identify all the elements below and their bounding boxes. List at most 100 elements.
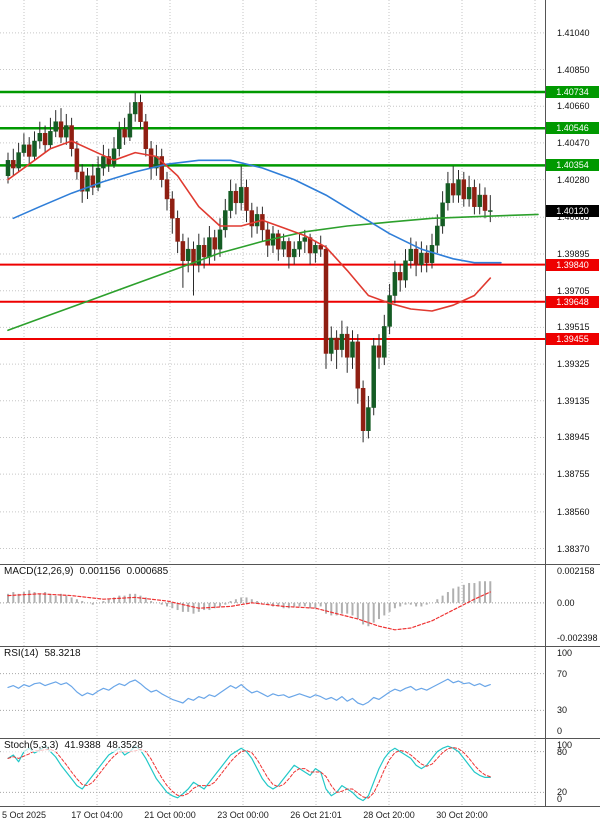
stoch-signal-line (7, 747, 491, 799)
candle-body (249, 210, 255, 227)
ma-green-line (7, 213, 539, 332)
candle-body (106, 156, 111, 165)
candle-body (32, 140, 37, 157)
candle-body (148, 148, 154, 169)
candle-body (201, 245, 207, 258)
candle-body (403, 260, 408, 281)
candle-body (302, 237, 308, 242)
rsi-label: RSI(14) (4, 648, 39, 659)
stoch-label: Stoch(5,3,3) (4, 740, 59, 751)
candle-body (329, 337, 334, 354)
candle-body (138, 102, 143, 122)
candle-body (260, 214, 265, 231)
candle-body (419, 252, 424, 265)
ma-blue-line (12, 159, 502, 264)
candle-body (286, 241, 292, 258)
candle-body (429, 245, 435, 263)
rsi-value: 58.3218 (44, 648, 81, 659)
candle-body (456, 179, 461, 196)
candle-body (397, 272, 403, 281)
candle-body (164, 179, 170, 200)
candle-body (159, 156, 164, 180)
candle-body (477, 194, 482, 207)
candle-body (323, 248, 329, 354)
candle-body (482, 194, 488, 211)
candle-body (376, 345, 382, 358)
candle-body (238, 187, 244, 204)
candle-body (95, 167, 101, 188)
candle-body (233, 190, 239, 204)
candle-body (297, 241, 302, 250)
candle-body (217, 229, 223, 250)
candle-body (472, 187, 477, 207)
stoch-main-line (7, 745, 491, 802)
candle-body (196, 245, 202, 265)
candle-body (180, 241, 186, 262)
candle-body (101, 156, 106, 169)
candle-body (366, 407, 371, 431)
candle-body (392, 272, 398, 296)
candle-body (350, 341, 355, 358)
candle-body (90, 175, 96, 188)
candle-body (143, 121, 149, 149)
candle-body (223, 210, 228, 231)
candle-body (85, 175, 90, 192)
candle-body (53, 121, 58, 132)
candle-body (5, 160, 11, 177)
ma-red-line (7, 140, 492, 312)
candle-body (175, 218, 180, 242)
candle-body (387, 295, 392, 327)
candle-body (64, 125, 69, 138)
candle-body (461, 179, 467, 200)
rsi-line (7, 678, 491, 706)
candle-body (58, 121, 64, 138)
candle-body (408, 248, 414, 262)
candle-body (228, 190, 233, 211)
candle-body (466, 187, 472, 200)
macd-value-signal: 0.000685 (126, 566, 169, 577)
candle-body (276, 233, 281, 250)
candle-body (440, 202, 445, 227)
candle-body (69, 125, 74, 149)
candle-body (445, 183, 451, 204)
candle-body (435, 225, 440, 246)
candle-body (488, 210, 493, 212)
candle-body (132, 102, 138, 115)
candle-body (16, 152, 21, 169)
macd-legend: MACD(12,26,9) 0.001156 0.000685 (2, 566, 171, 578)
macd-signal-line (7, 591, 491, 631)
stoch-legend: Stoch(5,3,3) 41.9388 48.3528 (2, 740, 145, 752)
candle-body (281, 241, 286, 250)
candle-body (127, 113, 133, 138)
candle-body (26, 144, 32, 157)
candle-body (122, 129, 127, 138)
candle-body (42, 133, 48, 146)
candle-body (170, 198, 175, 219)
candle-body (344, 333, 350, 358)
candle-body (244, 187, 249, 211)
candle-body (291, 248, 297, 258)
candle-body (191, 248, 196, 265)
candle-body (424, 252, 429, 263)
macd-value-main: 0.001156 (79, 566, 121, 577)
candle-body (11, 160, 16, 169)
candle-body (79, 171, 85, 192)
candle-body (265, 229, 270, 246)
candle-body (413, 248, 419, 265)
candle-body (48, 131, 53, 146)
candle-body (117, 129, 122, 149)
candle-body (339, 333, 345, 350)
candle-body (185, 248, 191, 262)
candle-body (37, 133, 43, 142)
candle-body (334, 337, 339, 350)
candle-body (355, 341, 361, 389)
candle-body (111, 148, 117, 165)
candle-body (360, 387, 366, 431)
rsi-legend: RSI(14) 58.3218 (2, 648, 83, 660)
stoch-value-k: 41.9388 (64, 740, 101, 751)
candle-body (313, 245, 318, 254)
candle-body (307, 237, 313, 254)
stoch-value-d: 48.3528 (106, 740, 143, 751)
